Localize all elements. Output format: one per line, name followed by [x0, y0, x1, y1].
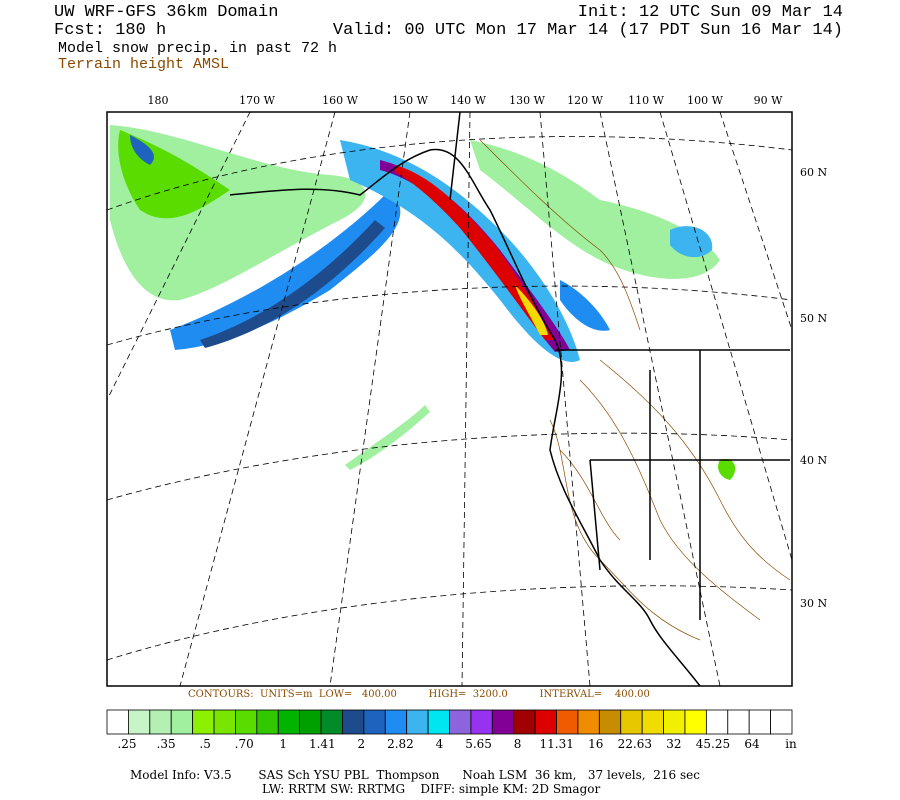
valid-time: Valid: 00 UTC Mon 17 Mar 14 (17 PDT Sun … — [333, 21, 843, 40]
longitude-label: 160 W — [322, 94, 358, 107]
colorbar-swatch — [556, 709, 579, 735]
colorbar-label: 2.82 — [387, 737, 414, 751]
colorbar-label: 8 — [514, 737, 522, 751]
colorbar-swatch — [534, 709, 557, 735]
latitude-label: 60 N — [800, 166, 827, 179]
model-info-line2: LW: RRTM SW: RRTMG DIFF: simple KM: 2D S… — [262, 782, 600, 796]
colorbar-swatch — [641, 709, 664, 735]
colorbar-swatch — [470, 709, 493, 735]
colorbar-swatch — [106, 709, 129, 735]
colorbar-swatch — [748, 709, 771, 735]
colorbar: .25 .35 .5 .70 1 1.41 2 2.82 4 5.65 8 11.31 16 22.63 3… — [106, 709, 797, 751]
colorbar-swatch — [406, 709, 429, 735]
colorbar-label: 16 — [588, 737, 603, 751]
colorbar-unit: in — [785, 737, 797, 751]
longitude-labels: 180 170 W 160 W 150 W 140 W 130 W 120 W 110 W 10… — [148, 94, 784, 107]
colorbar-swatch — [363, 709, 386, 735]
colorbar-swatch — [235, 709, 258, 735]
latitude-labels: 60 N 50 N 40 N 30 N — [800, 166, 827, 610]
colorbar-label: .35 — [157, 737, 176, 751]
model-info-line1: Model Info: V3.5 SAS Sch YSU PBL Thompso… — [130, 768, 700, 782]
longitude-label: 90 W — [754, 94, 783, 107]
precip-area — [718, 459, 736, 480]
init-time: Init: 12 UTC Sun 09 Mar 14 — [578, 3, 843, 22]
precip-core — [395, 165, 555, 340]
colorbar-swatch — [299, 709, 322, 735]
colorbar-label: 1.41 — [309, 737, 336, 751]
colorbar-label: 2 — [358, 737, 366, 751]
colorbar-label: .70 — [235, 737, 254, 751]
colorbar-label: 45.25 — [696, 737, 730, 751]
colorbar-swatch — [128, 709, 151, 735]
colorbar-swatch — [663, 709, 686, 735]
map-content — [107, 112, 792, 686]
colorbar-swatch — [170, 709, 194, 735]
colorbar-swatch — [727, 709, 750, 735]
colorbar-label: 64 — [744, 737, 760, 751]
longitude-label: 150 W — [392, 94, 428, 107]
latitude-label: 50 N — [800, 312, 827, 325]
colorbar-swatch — [598, 709, 622, 735]
colorbar-swatch — [320, 709, 343, 735]
colorbar-label: 32 — [666, 737, 681, 751]
colorbar-swatch — [149, 709, 172, 735]
contour-info: CONTOURS: UNITS=m LOW= 400.00 HIGH= 3200… — [188, 689, 650, 700]
colorbar-label: 11.31 — [540, 737, 574, 751]
colorbar-swatch — [491, 709, 515, 735]
precip-band — [200, 220, 385, 348]
precip-band — [340, 140, 580, 362]
colorbar-label: 4 — [436, 737, 444, 751]
colorbar-label: 22.63 — [618, 737, 652, 751]
precip-area — [670, 226, 713, 258]
colorbar-swatch — [213, 709, 236, 735]
colorbar-swatch — [256, 709, 279, 735]
precip-core — [515, 285, 548, 335]
colorbar-swatch — [449, 709, 472, 735]
forecast-hour: Fcst: 180 h — [54, 21, 166, 40]
map-area: 180 170 W 160 W 150 W 140 W 130 W 120 W 110 W 10… — [106, 94, 827, 687]
precip-area — [345, 405, 430, 470]
colorbar-label: .5 — [199, 737, 210, 751]
colorbar-swatch — [384, 709, 408, 735]
colorbar-swatch — [684, 709, 707, 735]
colorbar-swatch — [192, 709, 215, 735]
colorbar-swatch — [770, 709, 793, 735]
latitude-label: 30 N — [800, 597, 827, 610]
colorbar-swatch — [342, 709, 365, 735]
terrain-label: Terrain height AMSL — [58, 56, 229, 73]
longitude-label: 180 — [148, 94, 169, 107]
latitude-label: 40 N — [800, 454, 827, 467]
longitude-label: 170 W — [239, 94, 275, 107]
longitude-label: 130 W — [509, 94, 545, 107]
precip-area — [560, 280, 610, 331]
longitude-label: 110 W — [628, 94, 664, 107]
graticule — [107, 112, 792, 686]
longitude-label: 140 W — [450, 94, 486, 107]
field-name: Model snow precip. in past 72 h — [58, 40, 337, 57]
precip-area — [470, 140, 720, 279]
coastlines — [229, 112, 790, 686]
colorbar-label: .25 — [117, 737, 136, 751]
colorbar-swatch — [277, 709, 301, 735]
colorbar-swatch — [513, 709, 536, 735]
longitude-label: 100 W — [687, 94, 723, 107]
title: UW WRF-GFS 36km Domain — [54, 3, 278, 22]
colorbar-swatch — [577, 709, 600, 735]
precip-band — [170, 190, 401, 350]
colorbar-swatch — [705, 709, 729, 735]
precip-area — [130, 135, 154, 165]
colorbar-label: 5.65 — [465, 737, 492, 751]
colorbar-label: 1 — [279, 737, 287, 751]
colorbar-swatch — [427, 709, 450, 735]
colorbar-swatch — [620, 709, 643, 735]
longitude-label: 120 W — [567, 94, 603, 107]
